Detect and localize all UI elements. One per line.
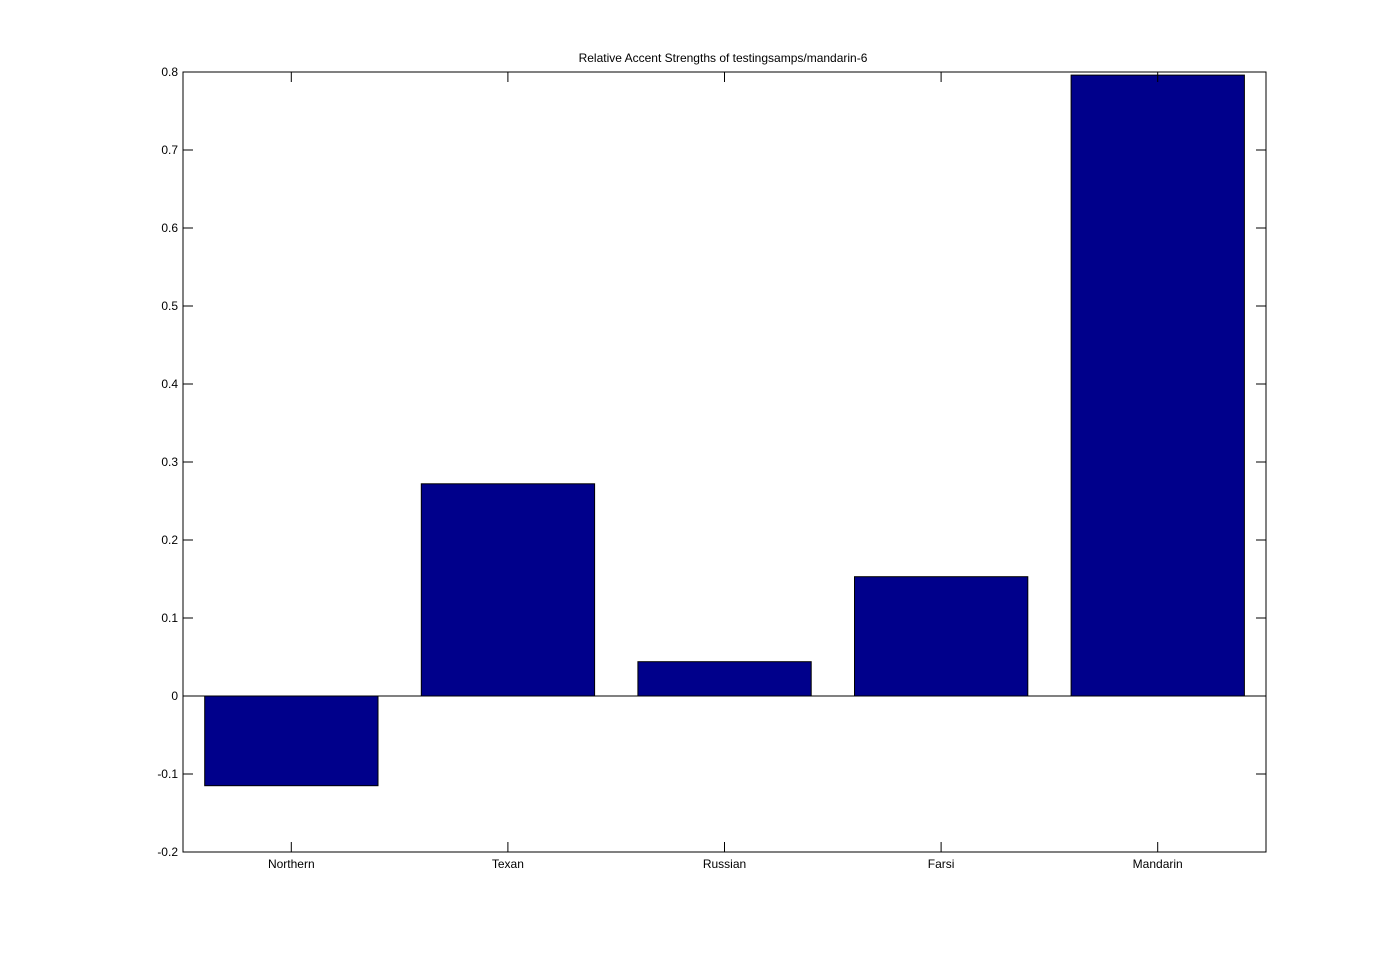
y-tick-label: 0.8: [161, 65, 178, 79]
y-tick-label: 0.4: [161, 377, 178, 391]
y-tick-label: -0.2: [157, 845, 178, 859]
y-tick-label: 0.5: [161, 299, 178, 313]
y-tick-label: 0.1: [161, 611, 178, 625]
bars-layer: [204, 74, 1245, 787]
bar-texan: [420, 483, 596, 697]
bar-northern: [204, 695, 379, 787]
bar-russian: [637, 661, 812, 697]
axes-box: [182, 71, 1267, 853]
y-tick-label: 0.6: [161, 221, 178, 235]
x-tick-label-northern: Northern: [268, 857, 315, 871]
y-tick-label: 0.7: [161, 143, 178, 157]
x-tick-label-russian: Russian: [703, 857, 746, 871]
chart-title: Relative Accent Strengths of testingsamp…: [579, 51, 868, 65]
labels-layer: -0.2 -0.1 0 0.1 0.2 0.3 0.4 0.5 0.6 0.7 0.8 Norther…: [157, 65, 1182, 871]
bar-mandarin: [1070, 74, 1245, 697]
y-tick-label: 0.2: [161, 533, 178, 547]
bar-farsi: [854, 576, 1029, 697]
y-tick-label: 0: [171, 689, 178, 703]
x-tick-label-texan: Texan: [492, 857, 524, 871]
x-tick-label-farsi: Farsi: [928, 857, 955, 871]
y-tick-label: -0.1: [157, 767, 178, 781]
y-tick-label: 0.3: [161, 455, 178, 469]
x-tick-label-mandarin: Mandarin: [1133, 857, 1183, 871]
